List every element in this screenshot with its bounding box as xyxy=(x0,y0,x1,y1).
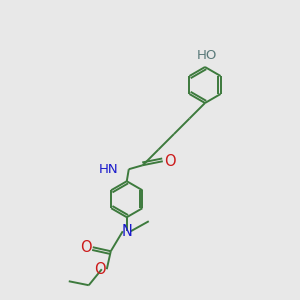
Text: O: O xyxy=(94,262,106,277)
Text: HN: HN xyxy=(99,163,119,176)
Text: O: O xyxy=(80,240,92,255)
Text: O: O xyxy=(164,154,176,169)
Text: HO: HO xyxy=(197,49,217,62)
Text: N: N xyxy=(121,224,132,239)
